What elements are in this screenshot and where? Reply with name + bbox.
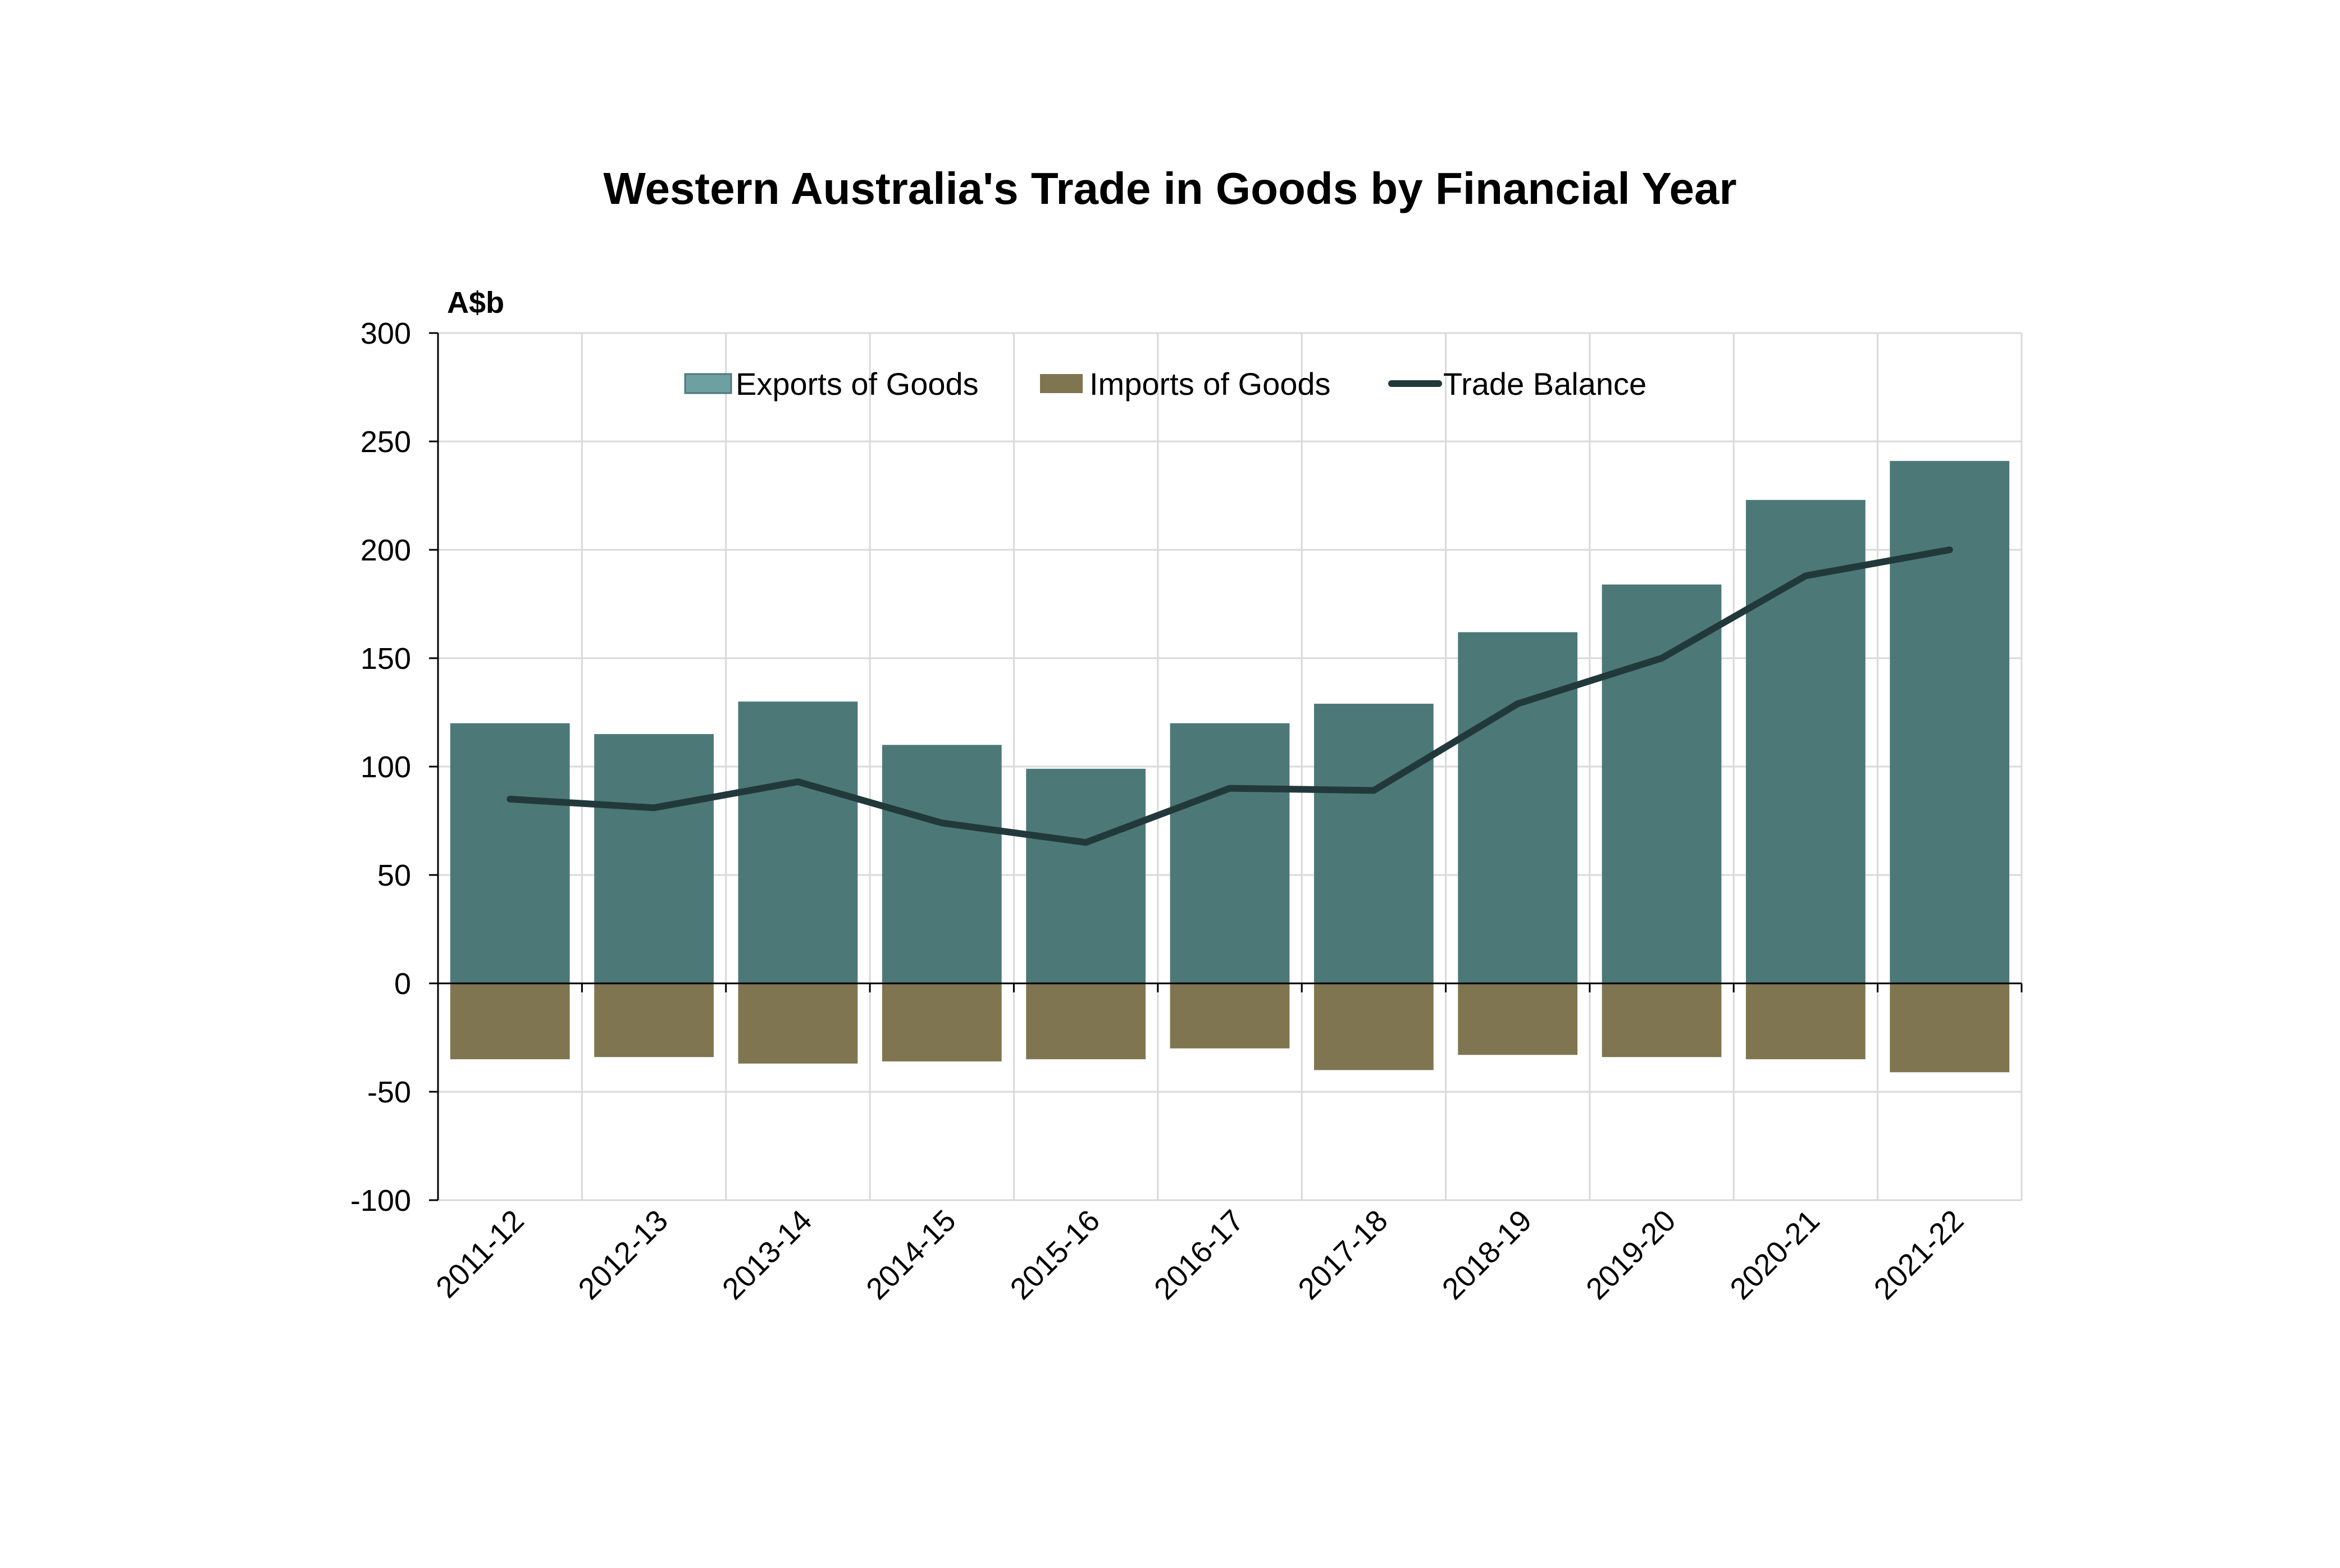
bar-imports [1458,983,1578,1055]
bar-imports [594,983,714,1058]
x-tick-label: 2017-18 [1292,1204,1394,1306]
legend-label-exports: Exports of Goods [736,366,979,402]
bar-imports [1602,983,1722,1058]
bar-exports [450,723,570,983]
bar-exports [738,701,858,983]
bar-imports [1170,983,1290,1049]
y-tick-label: -100 [350,1184,411,1218]
x-tick-label: 2018-19 [1436,1204,1539,1306]
bar-exports [1746,500,1865,983]
x-tick-label: 2014-15 [860,1204,963,1306]
legend-swatch-imports [1040,374,1083,393]
x-tick-label: 2019-20 [1580,1204,1682,1306]
bar-imports [738,983,858,1064]
bar-imports [882,983,1002,1061]
bar-imports [1026,983,1146,1060]
y-tick-label: 50 [377,859,411,892]
chart-title: Western Australia's Trade in Goods by Fi… [603,163,1737,213]
x-tick-label: 2021-22 [1868,1204,1970,1306]
legend-label-trade-balance: Trade Balance [1443,366,1646,402]
bar-exports [1026,768,1146,983]
y-tick-label: 200 [361,534,411,567]
x-tick-label: 2012-13 [572,1204,674,1306]
y-tick-label: 300 [361,317,411,350]
bar-exports [1890,461,2010,983]
bar-exports [594,734,714,983]
y-tick-label: 0 [394,967,411,1001]
y-tick-label: 100 [361,750,411,784]
x-tick-label: 2020-21 [1723,1204,1826,1306]
legend: Exports of Goods Imports of Goods Trade Ba… [684,366,1646,402]
y-tick-label: -50 [367,1075,411,1109]
y-tick-label: 250 [361,425,411,459]
bar-imports [450,983,570,1060]
x-tick-label: 2015-16 [1004,1204,1107,1306]
x-tick-label: 2013-14 [716,1204,819,1306]
bar-imports [1746,983,1865,1060]
bar-exports [1170,723,1290,983]
bar-imports [1313,983,1434,1070]
legend-label-imports: Imports of Goods [1089,366,1331,402]
y-tick-label: 150 [361,642,411,676]
bar-exports [1313,704,1434,983]
bar-exports [1602,584,1722,983]
bar-exports [1458,632,1578,983]
line-trade-balance [507,546,1953,846]
x-tick-label: 2011-12 [430,1204,531,1305]
bar-exports [882,745,1002,983]
bar-imports [1890,983,2010,1073]
legend-swatch-exports [684,373,732,394]
y-axis-unit-label: A$b [447,286,505,320]
x-tick-label: 2016-17 [1148,1204,1251,1306]
